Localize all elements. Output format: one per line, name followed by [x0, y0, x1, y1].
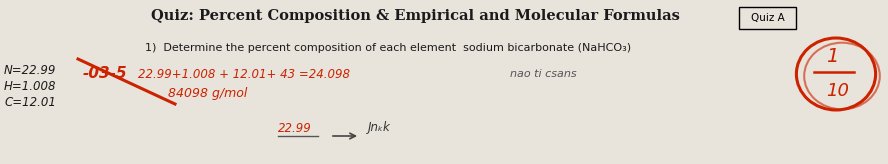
Text: 84098 g/mol: 84098 g/mol: [168, 88, 248, 101]
Text: 1)  Determine the percent composition of each element  sodium bicarbonate (NaHCO: 1) Determine the percent composition of …: [145, 43, 631, 53]
Text: N=22.99: N=22.99: [4, 63, 56, 76]
Text: H=1.008: H=1.008: [4, 80, 57, 92]
Text: 22.99: 22.99: [278, 122, 312, 134]
Text: -03-5: -03-5: [83, 66, 128, 82]
FancyBboxPatch shape: [739, 7, 796, 29]
Text: 22.99+1.008 + 12.01+ 43 =24.098: 22.99+1.008 + 12.01+ 43 =24.098: [138, 68, 350, 81]
Text: nao ti csans: nao ti csans: [510, 69, 576, 79]
Text: Jnₖk: Jnₖk: [368, 122, 391, 134]
Text: 10: 10: [827, 82, 850, 100]
Text: Quiz: Percent Composition & Empirical and Molecular Formulas: Quiz: Percent Composition & Empirical an…: [151, 9, 679, 23]
Text: Quiz A: Quiz A: [750, 13, 784, 23]
Text: C=12.01: C=12.01: [4, 95, 56, 109]
Text: 1: 1: [826, 47, 838, 65]
